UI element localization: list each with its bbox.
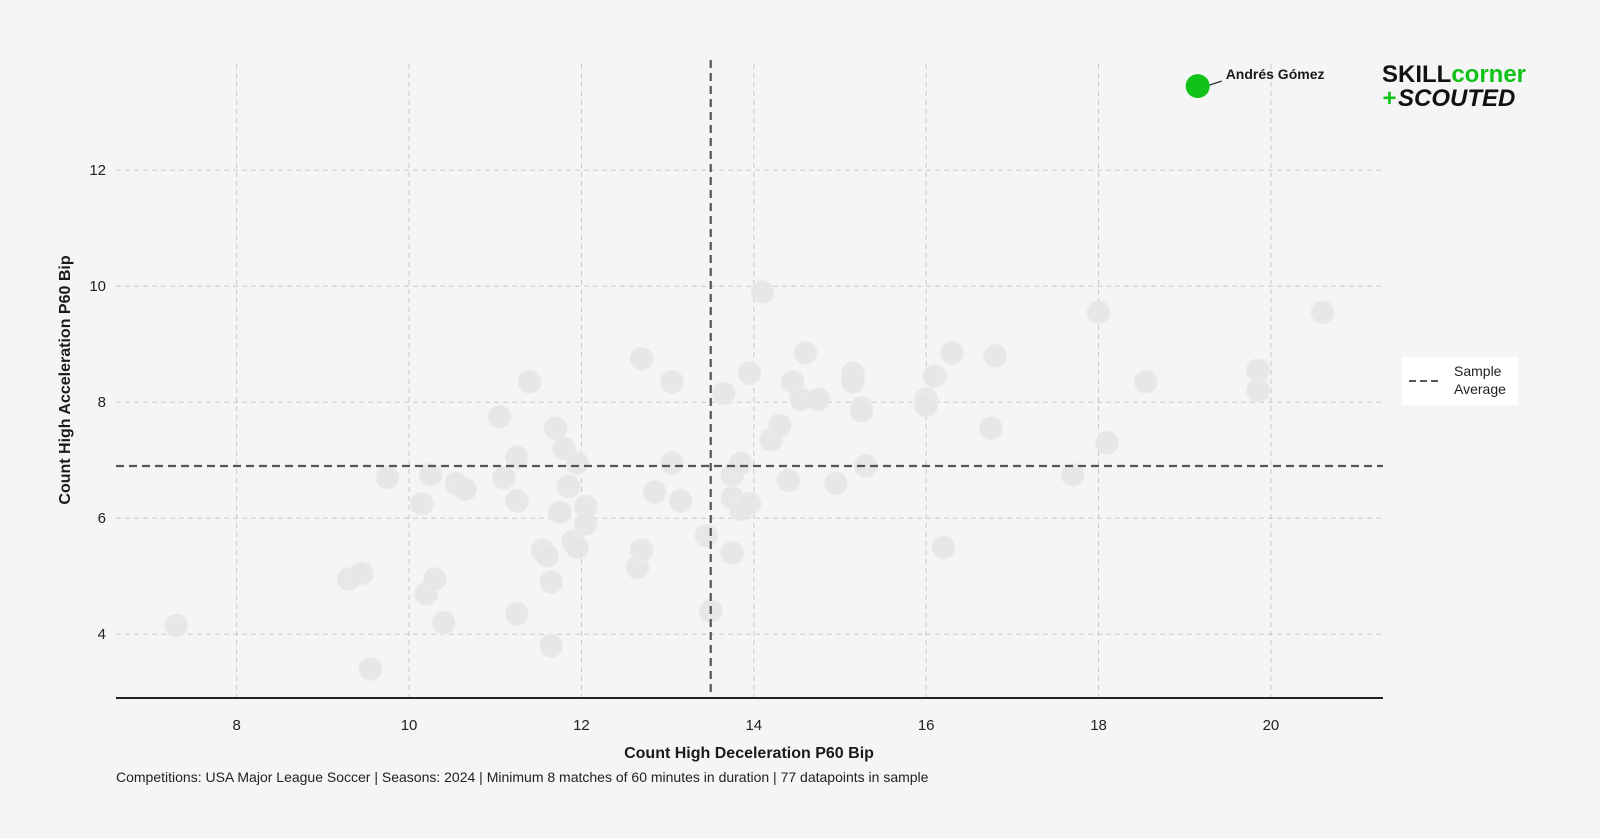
x-tick-label: 18 [1090, 717, 1107, 734]
data-point [504, 488, 529, 513]
y-tick-label: 6 [98, 510, 106, 527]
data-point [1086, 300, 1111, 325]
data-point [504, 601, 529, 626]
highlight-label: Andrés Gómez [1226, 66, 1325, 82]
data-point [534, 543, 559, 568]
data-point [349, 561, 374, 586]
data-point [1246, 358, 1271, 383]
data-point [642, 480, 667, 505]
data-point [737, 361, 762, 386]
data-point [750, 280, 775, 304]
data-point [164, 613, 189, 638]
highlight-point [1185, 74, 1210, 99]
y-tick-labels: 4 6 8 10 12 [89, 162, 106, 643]
data-point [431, 610, 456, 635]
data-point [914, 393, 939, 418]
data-point [504, 445, 529, 470]
data-point [556, 474, 581, 499]
data-point [659, 369, 684, 394]
sample-average-lines [116, 60, 1383, 698]
data-point [806, 387, 831, 412]
data-point [694, 523, 719, 548]
data-point [375, 465, 400, 490]
x-tick-label: 16 [918, 717, 935, 734]
data-point [358, 657, 383, 681]
data-point [418, 462, 443, 487]
x-tick-label: 10 [401, 717, 418, 734]
data-point [539, 570, 564, 594]
highlight-annotation: Andrés Gómez [1185, 66, 1325, 99]
legend-label-line2: Average [1454, 381, 1506, 397]
data-point [487, 404, 512, 429]
data-point [629, 538, 654, 563]
data-point [737, 491, 762, 516]
data-point [547, 500, 572, 525]
logo-line1: SKILLcorner [1382, 61, 1526, 88]
data-points [164, 280, 1335, 681]
x-tick-label: 14 [745, 717, 762, 734]
data-point [983, 343, 1008, 368]
x-tick-label: 12 [573, 717, 590, 734]
data-point [1246, 378, 1271, 403]
logo-word-scouted: SCOUTED [1398, 85, 1515, 112]
data-point [940, 340, 965, 365]
data-point [720, 541, 745, 565]
data-point [539, 633, 564, 658]
data-point [978, 416, 1003, 441]
legend: Sample Average [1402, 357, 1518, 405]
x-tick-labels: 8 10 12 14 16 18 20 [232, 717, 1279, 734]
data-point [517, 369, 542, 394]
y-axis-title: Count High Acceleration P60 Bip [57, 255, 74, 504]
data-point [728, 451, 753, 476]
data-point [453, 477, 478, 502]
y-tick-label: 12 [89, 162, 106, 179]
data-point [491, 465, 516, 490]
data-point [931, 535, 956, 560]
data-point [668, 488, 693, 513]
logo-word-corner: corner [1451, 61, 1526, 88]
skillcorner-scouted-logo: SKILLcorner +SCOUTED [1382, 61, 1526, 112]
data-point [659, 451, 684, 476]
x-tick-label: 8 [232, 717, 240, 734]
data-point [776, 468, 801, 493]
data-point [409, 491, 434, 516]
data-point [849, 398, 874, 423]
logo-plus: + [1382, 85, 1396, 112]
logo-line2: +SCOUTED [1382, 85, 1515, 112]
data-point [1310, 300, 1335, 325]
footnote: Competitions: USA Major League Soccer | … [116, 769, 929, 785]
data-point [565, 535, 590, 560]
data-point [1133, 369, 1158, 394]
data-point [922, 364, 947, 389]
x-tick-label: 20 [1263, 717, 1280, 734]
data-point [573, 512, 598, 536]
data-point [711, 381, 736, 406]
data-point [629, 346, 654, 371]
highlight-connector [1209, 80, 1222, 86]
data-point [543, 416, 568, 441]
y-tick-label: 10 [89, 278, 106, 295]
y-tick-label: 4 [98, 626, 106, 643]
data-point [422, 567, 447, 592]
x-axis-title: Count High Deceleration P60 Bip [624, 745, 874, 762]
data-point [840, 369, 865, 394]
data-point [1060, 462, 1085, 487]
data-point [565, 451, 590, 476]
data-point [793, 340, 818, 365]
data-point [767, 413, 792, 438]
logo-word-skill: SKILL [1382, 61, 1451, 88]
legend-label-line1: Sample [1454, 363, 1502, 379]
y-tick-label: 8 [98, 394, 106, 411]
data-point [823, 471, 848, 496]
data-point [1095, 430, 1120, 455]
